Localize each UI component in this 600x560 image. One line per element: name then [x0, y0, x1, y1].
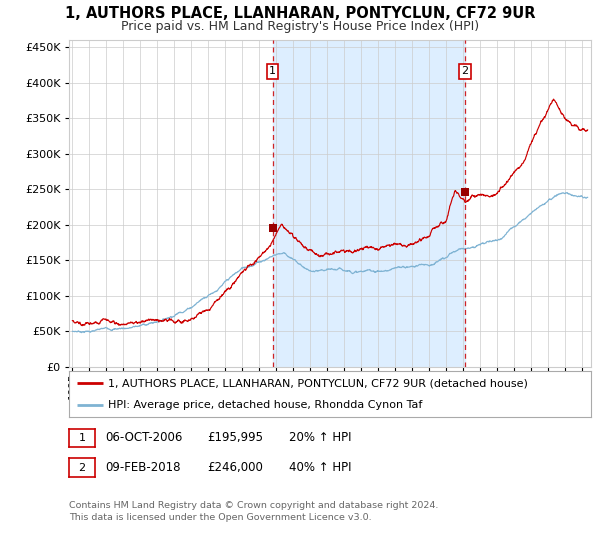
Text: 40% ↑ HPI: 40% ↑ HPI: [289, 461, 351, 474]
Text: 1: 1: [79, 433, 85, 443]
Text: £246,000: £246,000: [208, 461, 263, 474]
Text: 2: 2: [461, 66, 469, 76]
Text: Contains HM Land Registry data © Crown copyright and database right 2024.
This d: Contains HM Land Registry data © Crown c…: [69, 501, 439, 522]
Text: 1, AUTHORS PLACE, LLANHARAN, PONTYCLUN, CF72 9UR: 1, AUTHORS PLACE, LLANHARAN, PONTYCLUN, …: [65, 6, 535, 21]
Text: HPI: Average price, detached house, Rhondda Cynon Taf: HPI: Average price, detached house, Rhon…: [108, 400, 422, 410]
Text: 06-OCT-2006: 06-OCT-2006: [106, 431, 183, 445]
Text: £195,995: £195,995: [208, 431, 263, 445]
Text: 09-FEB-2018: 09-FEB-2018: [106, 461, 181, 474]
Text: 2: 2: [79, 463, 85, 473]
Bar: [272, 40, 465, 367]
Text: 1, AUTHORS PLACE, LLANHARAN, PONTYCLUN, CF72 9UR (detached house): 1, AUTHORS PLACE, LLANHARAN, PONTYCLUN, …: [108, 378, 528, 388]
Text: 1: 1: [269, 66, 276, 76]
Text: 20% ↑ HPI: 20% ↑ HPI: [289, 431, 351, 445]
Text: Price paid vs. HM Land Registry's House Price Index (HPI): Price paid vs. HM Land Registry's House …: [121, 20, 479, 32]
